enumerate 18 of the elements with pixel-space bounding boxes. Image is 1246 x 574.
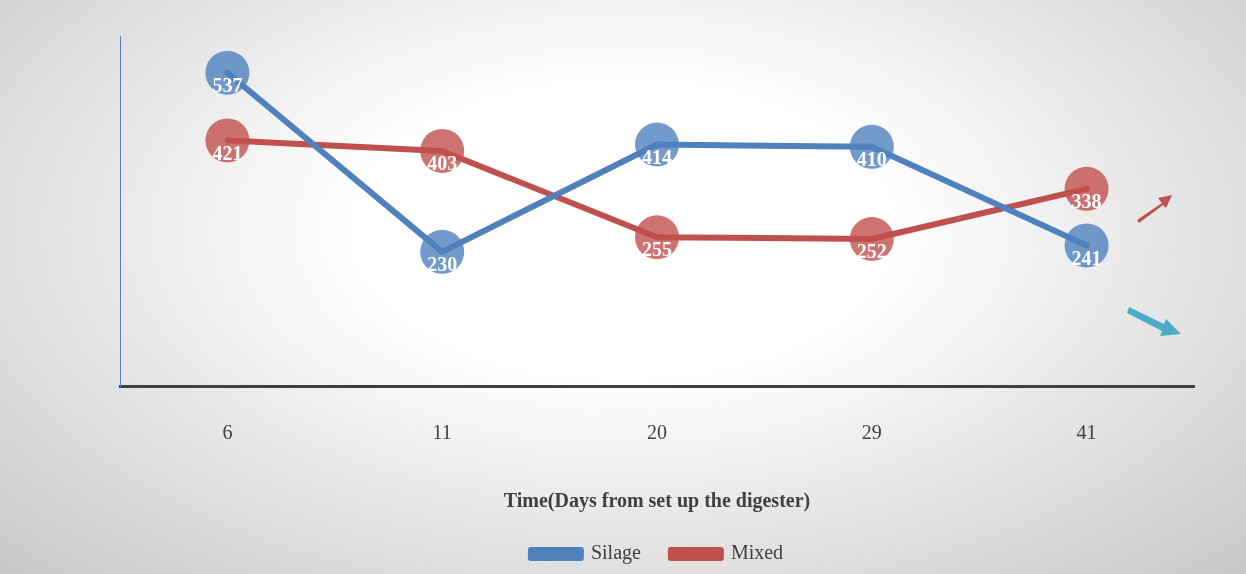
x-tick-label: 6 <box>222 421 233 444</box>
x-tick-label: 41 <box>1076 421 1097 444</box>
data-label: 537 <box>212 73 243 96</box>
data-label: 421 <box>212 141 243 164</box>
x-tick-label: 29 <box>861 421 882 444</box>
x-tick-label: 20 <box>647 421 667 444</box>
legend-label: Silage <box>590 541 642 565</box>
data-label: 338 <box>1071 190 1102 213</box>
data-label: 410 <box>856 148 887 171</box>
data-label: 230 <box>427 253 458 276</box>
data-label: 252 <box>856 240 887 263</box>
data-label: 255 <box>642 238 672 261</box>
data-label: 241 <box>1071 246 1102 269</box>
x-axis-title: Time(Days from set up the digester) <box>503 489 811 513</box>
data-label: 414 <box>642 145 672 168</box>
x-tick-label: 11 <box>432 421 452 444</box>
data-label: 403 <box>427 152 458 175</box>
legend-label: Mixed <box>730 541 784 564</box>
